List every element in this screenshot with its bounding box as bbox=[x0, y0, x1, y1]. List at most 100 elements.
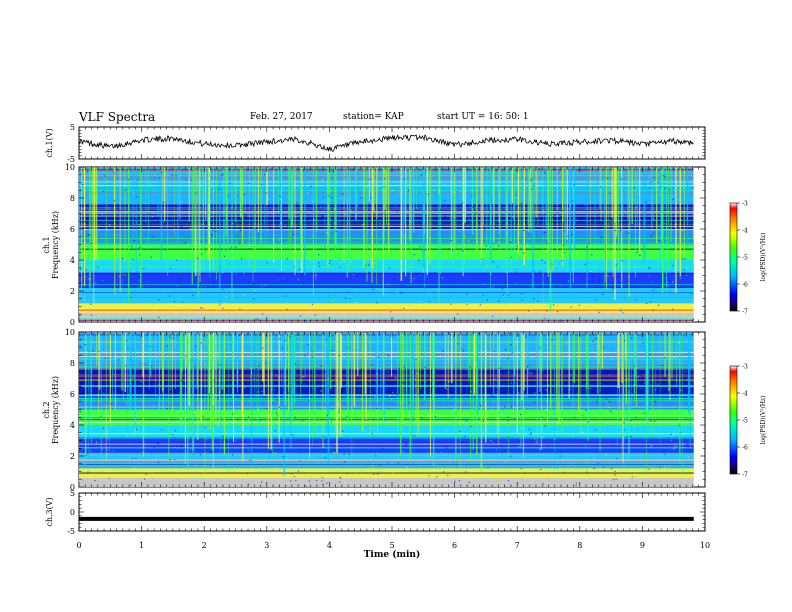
spectrogram-speckle bbox=[97, 266, 99, 268]
spectrogram-speckle bbox=[221, 247, 223, 249]
spectrogram-speckle bbox=[338, 411, 340, 413]
spectrogram-speckle bbox=[88, 368, 90, 370]
spectrogram-speckle bbox=[408, 181, 410, 183]
spectrogram-speckle bbox=[683, 274, 686, 276]
spectrogram-speckle bbox=[158, 441, 160, 443]
spectrogram-speckle bbox=[466, 303, 468, 305]
spectrogram-speckle bbox=[516, 247, 518, 249]
spectrogram-speckle bbox=[130, 396, 132, 398]
spectrogram-speckle bbox=[451, 312, 454, 314]
spectrogram-speckle bbox=[454, 191, 457, 193]
spectrogram-speckle bbox=[543, 232, 546, 234]
spectrogram-speckle bbox=[453, 434, 455, 437]
spectrogram-speckle bbox=[364, 301, 366, 303]
date-label: Feb. 27, 2017 bbox=[250, 112, 313, 122]
spectrogram-speckle bbox=[185, 306, 187, 309]
spectrogram-speckle bbox=[376, 372, 378, 374]
spectrogram-speckle bbox=[342, 430, 344, 432]
spectrogram-speckle bbox=[316, 479, 318, 482]
spectrogram-speckle bbox=[118, 253, 120, 255]
spectrogram-speckle bbox=[620, 171, 622, 173]
spectrogram-speckle bbox=[663, 169, 665, 172]
spectrogram-speckle bbox=[533, 185, 535, 187]
spectrogram-speckle bbox=[107, 342, 110, 344]
spectrogram-speckle bbox=[548, 477, 550, 479]
spectrogram-speckle bbox=[261, 313, 264, 315]
spectrogram-speckle bbox=[666, 346, 668, 348]
spectrogram-speckle bbox=[466, 344, 469, 347]
spectrogram-speckle bbox=[117, 359, 120, 361]
spectrogram-speckle bbox=[467, 480, 470, 483]
spectrogram-speckle bbox=[314, 364, 317, 367]
spectrogram-speckle bbox=[107, 233, 110, 235]
spectrogram-speckle bbox=[530, 432, 532, 434]
spectrogram-speckle bbox=[403, 366, 405, 368]
spectrogram-speckle bbox=[578, 334, 580, 336]
spectrogram-speckle bbox=[529, 285, 531, 287]
spectrogram-speckle bbox=[326, 482, 328, 484]
spectrogram-speckle bbox=[330, 290, 332, 293]
spectrogram-speckle bbox=[643, 412, 645, 415]
spectrogram-speckle bbox=[154, 318, 156, 320]
spectrogram-speckle bbox=[499, 367, 501, 369]
spectrogram-speckle bbox=[481, 258, 483, 260]
spectrogram-speckle bbox=[413, 253, 415, 256]
spectrogram-speckle bbox=[429, 289, 431, 291]
spectrogram-speckle bbox=[677, 278, 679, 280]
spectrogram-speckle bbox=[296, 481, 298, 483]
spectrogram-speckle bbox=[104, 212, 106, 214]
spectrogram-speckle bbox=[452, 404, 454, 406]
spectrogram-speckle bbox=[114, 358, 116, 360]
spectrogram-speckle bbox=[135, 457, 137, 459]
spectrogram-speckle bbox=[495, 480, 498, 482]
spectrogram-speckle bbox=[132, 374, 134, 376]
spectrogram-speckle bbox=[391, 398, 393, 400]
spectrogram-speckle bbox=[497, 300, 500, 302]
spectrogram-speckle bbox=[326, 231, 328, 234]
spectrogram-speckle bbox=[151, 305, 153, 307]
spectrogram-speckle bbox=[560, 424, 563, 426]
spectrogram-speckle bbox=[368, 380, 371, 382]
spectrogram-speckle bbox=[321, 179, 323, 181]
spectrogram-speckle bbox=[599, 302, 601, 304]
spectrogram-speckle bbox=[579, 316, 581, 318]
spectrogram-speckle bbox=[608, 181, 610, 183]
spectrogram-speckle bbox=[129, 382, 131, 384]
spectrogram-speckle bbox=[327, 195, 329, 197]
spectrogram-speckle bbox=[183, 319, 185, 321]
spectrogram-speckle bbox=[303, 245, 305, 247]
spectrogram-speckle bbox=[244, 387, 246, 389]
spectrogram-speckle bbox=[194, 192, 197, 194]
spectrogram-speckle bbox=[496, 264, 498, 267]
spectrogram-speckle bbox=[537, 300, 539, 302]
spectrogram-speckle bbox=[159, 175, 161, 178]
spectrogram-speckle bbox=[132, 376, 134, 378]
spectrogram-speckle bbox=[444, 215, 446, 218]
spectrogram-speckle bbox=[593, 484, 595, 486]
spectrogram-speckle bbox=[510, 241, 512, 243]
spectrogram-speckle bbox=[402, 382, 404, 384]
spectrogram-speckle bbox=[458, 401, 460, 404]
spectrogram-speckle bbox=[543, 298, 546, 300]
colorbar-tick-label: -7 bbox=[742, 309, 748, 316]
spectrogram-speckle bbox=[611, 358, 614, 360]
spectrogram-speckle bbox=[184, 437, 186, 440]
chart-title: VLF Spectra bbox=[79, 110, 156, 124]
spectrogram-speckle bbox=[166, 486, 168, 489]
spectrogram-speckle bbox=[119, 293, 121, 295]
spectrogram-speckle bbox=[122, 340, 125, 342]
spectrogram-speckle bbox=[126, 191, 128, 193]
spectrogram-speckle bbox=[180, 436, 182, 438]
colorbar-tick-label: -6 bbox=[742, 445, 748, 452]
spectrogram-speckle bbox=[180, 380, 183, 382]
spectrogram-speckle bbox=[196, 437, 199, 439]
spectrogram-speckle bbox=[591, 368, 593, 370]
spectrogram-speckle bbox=[185, 355, 187, 357]
spectrogram-speckle bbox=[453, 409, 455, 411]
spectrogram-speckle bbox=[445, 388, 448, 390]
spectrogram-speckle bbox=[672, 195, 674, 197]
spectrogram-speckle bbox=[624, 210, 626, 212]
spectrogram-speckle bbox=[459, 191, 461, 193]
spectrogram-speckle bbox=[98, 351, 100, 353]
